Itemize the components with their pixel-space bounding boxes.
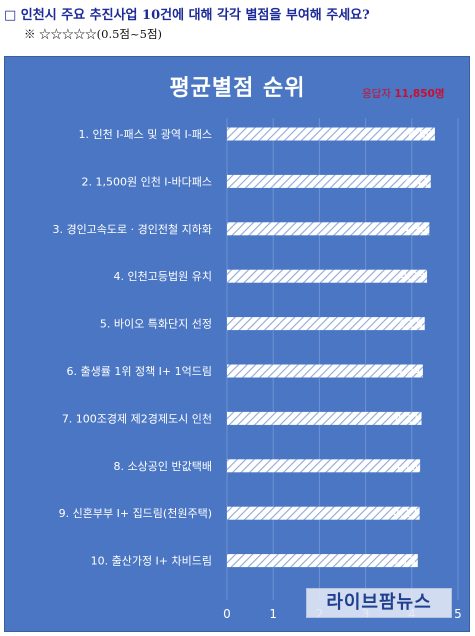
value-label: 4.21 <box>395 412 420 425</box>
category-label: 5. 바이오 특화단지 선정 <box>100 318 212 331</box>
bars <box>227 127 435 568</box>
bar <box>227 317 425 331</box>
category-label: 9. 신혼부부 I+ 집드림(천원주택) <box>59 506 212 520</box>
value-label: 4.33 <box>401 270 426 283</box>
value-label: 4.28 <box>398 318 423 331</box>
value-label: 4.41 <box>404 175 429 188</box>
category-label: 8. 소상공인 반값택배 <box>114 460 212 473</box>
value-label: 4.50 <box>408 128 433 141</box>
x-tick-label: 1 <box>269 607 277 621</box>
value-label: 4.38 <box>403 223 428 236</box>
survey-question: □ 인천시 주요 추진사업 10건에 대해 각각 별점을 부여해 주세요? <box>4 8 370 23</box>
category-label: 3. 경인고속도로 · 경인전철 지하화 <box>52 222 212 236</box>
watermark-logo: 라이브팜뉴스 <box>306 588 452 618</box>
x-tick-label: 0 <box>223 607 231 621</box>
rating-scale-note: ※ ☆☆☆☆☆(0.5점~5점) <box>24 27 163 41</box>
bar <box>227 506 420 520</box>
bar <box>227 222 430 236</box>
value-label: 4.17 <box>393 507 418 520</box>
x-tick-label: 5 <box>454 607 462 621</box>
grid-lines <box>226 118 459 600</box>
respondent-number: 11,850명 <box>394 88 445 100</box>
category-label: 1. 인천 I-패스 및 광역 I-패스 <box>79 127 212 141</box>
bar <box>227 269 428 283</box>
labels: 0123451. 인천 I-패스 및 광역 I-패스4.502. 1,500원 … <box>52 127 461 621</box>
category-label: 10. 출산가정 I+ 차비드림 <box>91 555 212 568</box>
category-label: 7. 100조경제 제2경제도시 인천 <box>62 411 212 425</box>
bar <box>227 174 431 188</box>
bar <box>227 411 422 425</box>
bar <box>227 459 421 473</box>
bar <box>227 554 418 568</box>
value-label: 4.13 <box>391 555 416 568</box>
value-label: 4.24 <box>396 365 421 378</box>
chart-title: 평균별점 순위 <box>169 76 306 101</box>
bar <box>227 127 435 141</box>
chart-panel <box>4 56 470 632</box>
bar <box>227 364 423 378</box>
respondent-label: 응답자 <box>362 88 391 100</box>
respondent-count: 응답자 11,850명 <box>362 86 445 101</box>
value-label: 4.18 <box>394 460 419 473</box>
category-label: 2. 1,500원 인천 I-바다패스 <box>81 174 212 188</box>
category-label: 4. 인천고등법원 유치 <box>114 269 212 283</box>
category-label: 6. 출생률 1위 정책 I+ 1억드림 <box>66 365 212 378</box>
